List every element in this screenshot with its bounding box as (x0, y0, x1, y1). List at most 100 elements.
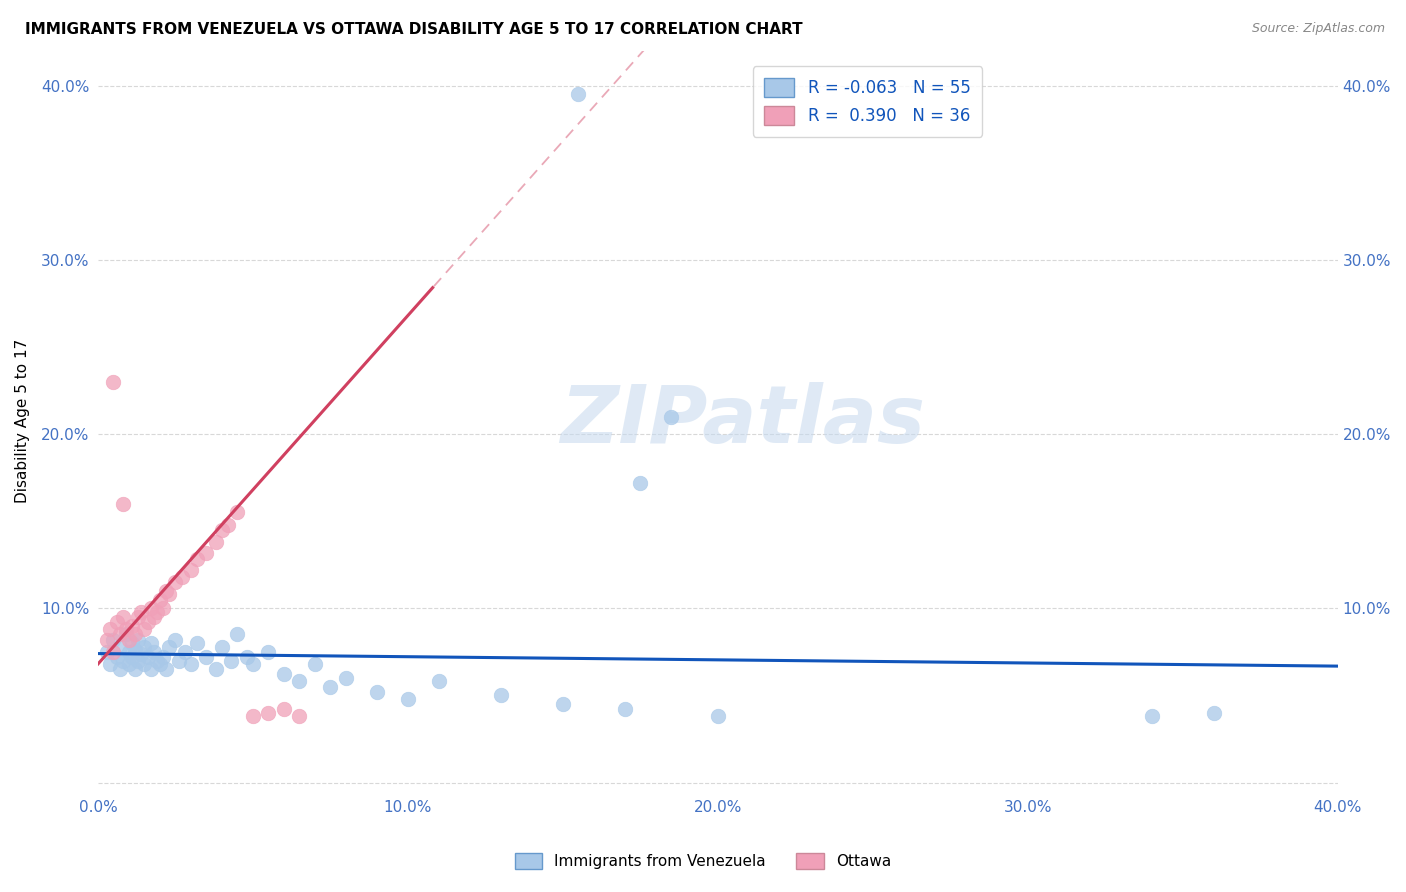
Point (217, 517, 239, 532)
Point (211, 640, 233, 654)
Point (186, 552, 208, 566)
Point (155, 583, 177, 598)
Point (335, 671, 357, 685)
Text: Source: ZipAtlas.com: Source: ZipAtlas.com (1251, 22, 1385, 36)
Point (226, 505, 249, 519)
Point (195, 650, 218, 665)
Text: ZIPatlas: ZIPatlas (560, 382, 925, 460)
Point (134, 657, 156, 671)
Point (628, 475, 651, 490)
Point (659, 409, 682, 424)
Point (366, 685, 388, 699)
Point (257, 645, 280, 659)
Point (136, 650, 159, 665)
Point (142, 610, 165, 624)
Point (1202, 706, 1225, 720)
Point (567, 87, 589, 102)
Point (124, 627, 146, 641)
Point (186, 636, 208, 650)
Point (165, 575, 187, 590)
Point (152, 650, 174, 665)
Point (170, 570, 193, 584)
Point (226, 627, 249, 641)
Point (124, 662, 146, 676)
Point (204, 662, 226, 676)
Point (157, 587, 180, 601)
Point (273, 667, 295, 681)
Point (134, 622, 156, 636)
Point (105, 650, 128, 665)
Point (108, 627, 131, 641)
Point (121, 636, 143, 650)
Point (146, 654, 169, 668)
Point (427, 674, 450, 689)
Point (235, 650, 257, 665)
Point (139, 636, 162, 650)
Point (131, 605, 153, 619)
Point (118, 657, 141, 671)
Point (613, 702, 636, 716)
Point (489, 689, 512, 703)
Point (1140, 709, 1163, 723)
Point (118, 632, 141, 647)
Point (136, 615, 159, 630)
Point (195, 545, 218, 559)
Point (146, 605, 169, 619)
Point (115, 622, 138, 636)
Point (98, 622, 121, 636)
Point (134, 640, 156, 654)
Point (111, 610, 134, 624)
Point (121, 650, 143, 665)
Point (157, 640, 180, 654)
Point (173, 645, 195, 659)
Point (180, 657, 202, 671)
Point (139, 662, 162, 676)
Point (165, 632, 187, 647)
Point (273, 702, 295, 716)
Point (142, 645, 165, 659)
Point (257, 706, 280, 720)
Point (108, 662, 131, 676)
Point (96, 645, 118, 659)
Point (288, 709, 311, 723)
Point (127, 632, 149, 647)
Point (108, 640, 131, 654)
Text: IMMIGRANTS FROM VENEZUELA VS OTTAWA DISABILITY AGE 5 TO 17 CORRELATION CHART: IMMIGRANTS FROM VENEZUELA VS OTTAWA DISA… (25, 22, 803, 37)
Point (167, 654, 190, 668)
Point (105, 615, 128, 630)
Point (124, 643, 146, 657)
Point (211, 523, 233, 537)
Point (304, 657, 326, 671)
Y-axis label: Disability Age 5 to 17: Disability Age 5 to 17 (15, 339, 30, 503)
Point (127, 654, 149, 668)
Point (242, 709, 264, 723)
Legend: Immigrants from Venezuela, Ottawa: Immigrants from Venezuela, Ottawa (509, 847, 897, 875)
Point (111, 654, 134, 668)
Point (118, 645, 141, 659)
Point (103, 645, 125, 659)
Point (115, 627, 138, 641)
Point (139, 601, 162, 615)
Point (180, 563, 202, 577)
Point (111, 497, 134, 511)
Point (152, 601, 174, 615)
Point (103, 632, 125, 647)
Point (204, 535, 226, 549)
Legend: R = -0.063   N = 55, R =  0.390   N = 36: R = -0.063 N = 55, R = 0.390 N = 36 (752, 66, 983, 136)
Point (149, 657, 172, 671)
Point (288, 674, 311, 689)
Point (551, 697, 574, 711)
Point (707, 709, 730, 723)
Point (219, 654, 242, 668)
Point (242, 657, 264, 671)
Point (131, 647, 153, 661)
Point (155, 662, 177, 676)
Point (149, 592, 172, 607)
Point (127, 610, 149, 624)
Point (121, 618, 143, 632)
Point (396, 691, 419, 706)
Point (96, 632, 118, 647)
Point (319, 680, 342, 694)
Point (103, 375, 125, 389)
Point (98, 657, 121, 671)
